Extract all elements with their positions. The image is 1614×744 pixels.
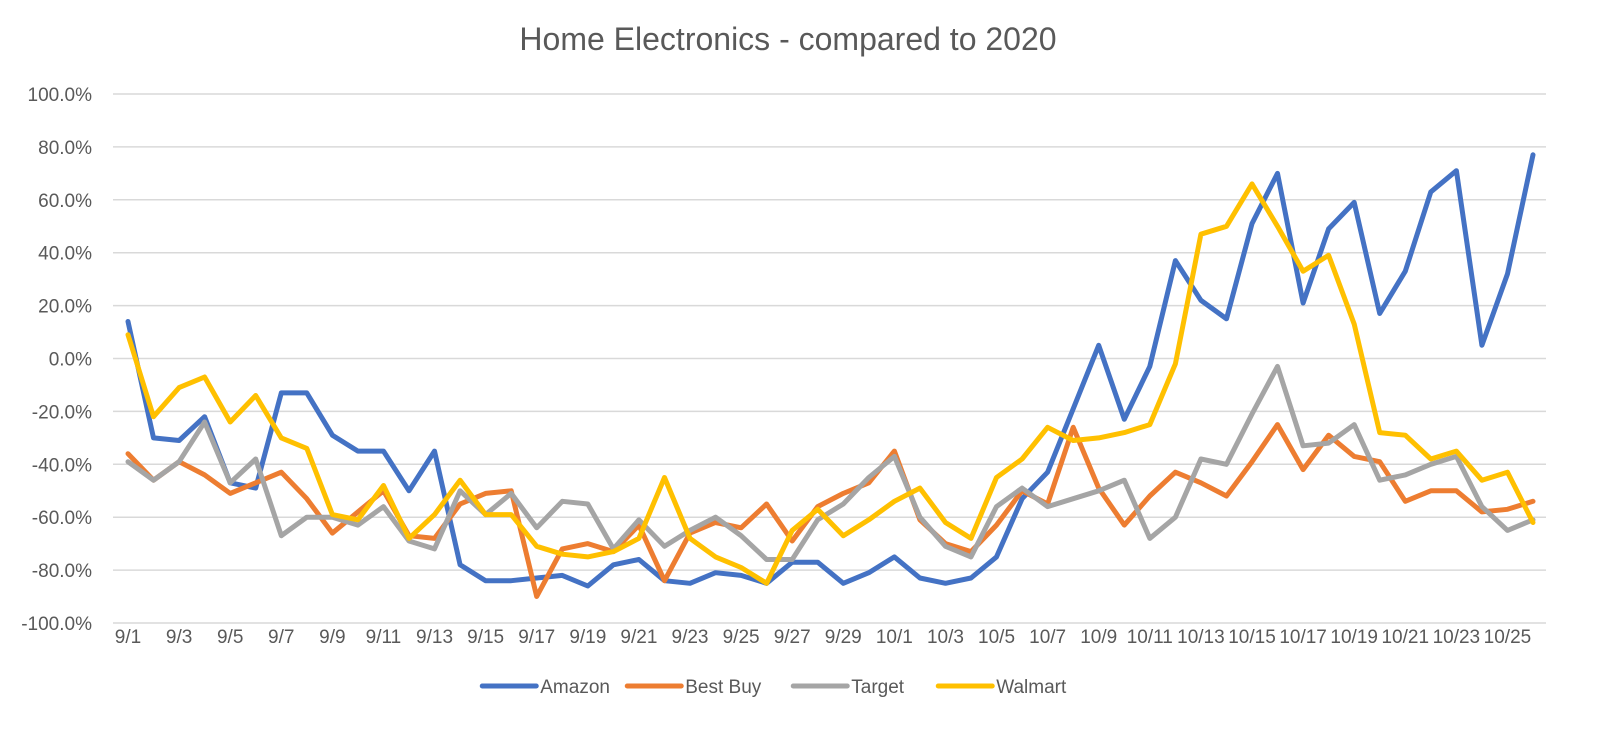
x-tick-label: 10/9 — [1080, 627, 1117, 648]
x-tick-label: 10/3 — [927, 627, 964, 648]
y-tick-label: 20.0% — [38, 297, 92, 318]
x-tick-label: 10/17 — [1279, 627, 1327, 648]
x-tick-label: 9/19 — [569, 627, 606, 648]
x-tick-label: 9/29 — [825, 627, 862, 648]
y-tick-label: -80.0% — [32, 561, 92, 582]
series-line-best-buy — [125, 422, 1536, 599]
x-tick-label: 10/5 — [978, 627, 1015, 648]
x-tick-label: 9/21 — [620, 627, 657, 648]
y-tick-label: 80.0% — [38, 138, 92, 159]
x-tick-label: 9/25 — [723, 627, 760, 648]
y-tick-label: -100.0% — [21, 614, 92, 635]
legend-label: Best Buy — [685, 677, 762, 698]
x-axis-ticks: 9/1 9/3 9/5 9/7 9/9 9/11 9/13 9/15 9/17 9/19 9/21 9… — [115, 627, 1531, 648]
x-tick-label: 9/11 — [366, 627, 402, 648]
x-tick-label: 10/7 — [1029, 627, 1066, 648]
x-tick-label: 10/1 — [876, 627, 913, 648]
x-tick-label: 9/17 — [518, 627, 555, 648]
x-tick-label: 10/11 — [1127, 627, 1173, 648]
chart-title: Home Electronics - compared to 2020 — [519, 21, 1056, 57]
x-tick-label: 9/7 — [268, 627, 294, 648]
x-tick-label: 10/15 — [1228, 627, 1276, 648]
x-tick-label: 9/5 — [217, 627, 243, 648]
series-line-amazon — [125, 152, 1536, 589]
x-tick-label: 9/1 — [115, 627, 141, 648]
y-tick-label: 60.0% — [38, 191, 92, 212]
x-tick-label: 10/13 — [1177, 627, 1225, 648]
x-tick-label: 10/21 — [1381, 627, 1429, 648]
y-tick-label: -40.0% — [32, 455, 92, 476]
y-tick-label: -20.0% — [32, 402, 92, 423]
legend-label: Target — [851, 677, 905, 698]
x-tick-label: 10/23 — [1433, 627, 1481, 648]
series-line-target — [125, 363, 1536, 562]
x-tick-label: 9/3 — [166, 627, 192, 648]
y-axis-ticks: 100.0% 80.0% 60.0% 40.0% 20.0% 0.0% -20.0% -40.… — [21, 85, 92, 635]
gridlines — [113, 93, 1546, 624]
legend: Amazon Best Buy Target Walmart — [479, 677, 1067, 698]
series-lines — [125, 152, 1536, 599]
x-tick-label: 10/25 — [1484, 627, 1532, 648]
legend-label: Amazon — [540, 677, 610, 698]
x-tick-label: 9/13 — [416, 627, 453, 648]
y-tick-label: 40.0% — [38, 244, 92, 265]
series-line-walmart — [125, 181, 1536, 586]
y-tick-label: 100.0% — [28, 85, 93, 106]
legend-label: Walmart — [996, 677, 1067, 698]
x-tick-label: 9/27 — [774, 627, 811, 648]
y-tick-label: -60.0% — [32, 508, 92, 529]
x-tick-label: 9/23 — [672, 627, 709, 648]
x-tick-label: 9/15 — [467, 627, 504, 648]
x-tick-label: 9/9 — [319, 627, 345, 648]
x-tick-label: 10/19 — [1330, 627, 1378, 648]
y-tick-label: 0.0% — [49, 350, 92, 371]
